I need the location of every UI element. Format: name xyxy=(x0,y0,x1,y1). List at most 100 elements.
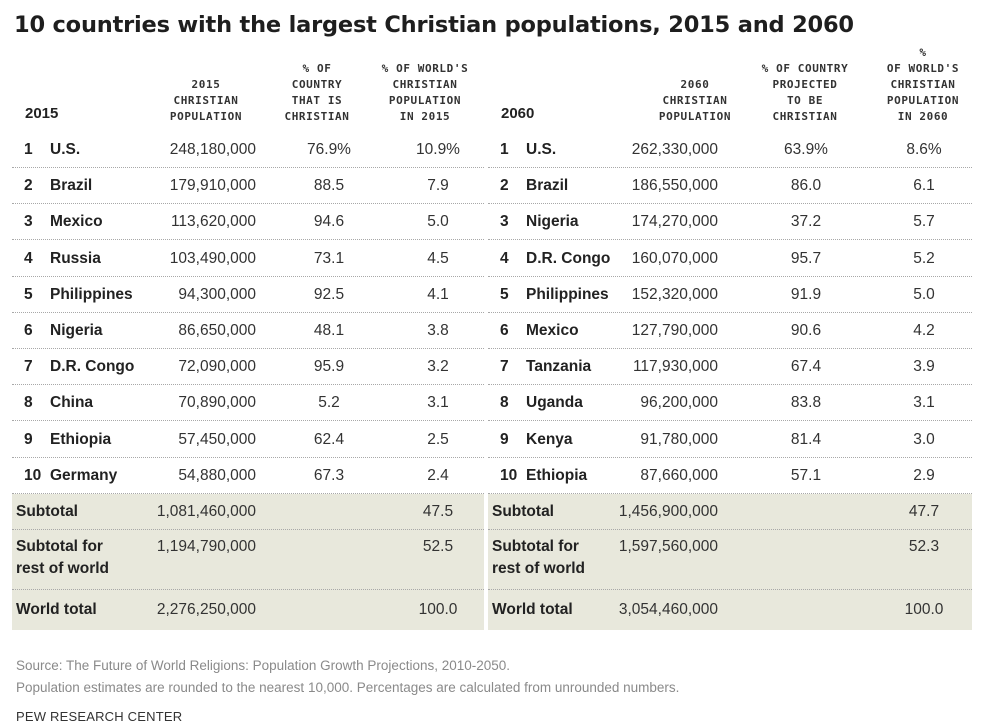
population-cell: 54,880,000 xyxy=(178,466,256,484)
pct-world-cell: 3.9 xyxy=(913,358,935,376)
table-row: 3 Nigeria 174,270,000 37.2 5.7 xyxy=(488,204,972,241)
pct-world-cell: 7.9 xyxy=(427,177,449,195)
pct-country-cell: 83.8 xyxy=(790,394,822,412)
world-total-label: World total xyxy=(492,601,573,618)
rank-number: 7 xyxy=(500,358,509,376)
population-cell: 96,200,000 xyxy=(640,394,718,412)
rank-number: 3 xyxy=(500,213,509,231)
table-row: 2 Brazil 179,910,000 88.5 7.9 xyxy=(12,168,484,205)
pct-world-cell: 5.2 xyxy=(913,249,935,267)
pct-country-cell: 73.1 xyxy=(313,249,345,267)
table-row: 8 Uganda 96,200,000 83.8 3.1 xyxy=(488,385,972,422)
table-row: 10 Ethiopia 87,660,000 57.1 2.9 xyxy=(488,458,972,494)
country-name: D.R. Congo xyxy=(526,249,611,267)
population-cell: 103,490,000 xyxy=(169,249,256,267)
country-name: Kenya xyxy=(526,430,573,448)
population-cell: 113,620,000 xyxy=(170,213,256,231)
pct-country-cell: 63.9% xyxy=(784,141,828,158)
population-cell: 248,180,000 xyxy=(169,141,256,158)
pct-world-cell: 4.5 xyxy=(427,249,449,267)
population-cell: 127,790,000 xyxy=(631,322,718,339)
table-row: 9 Ethiopia 57,450,000 62.4 2.5 xyxy=(12,422,484,458)
population-cell: 174,270,000 xyxy=(631,213,718,231)
table-row: 5 Philippines 152,320,000 91.9 5.0 xyxy=(488,277,972,313)
pct-country-cell: 76.9% xyxy=(307,141,351,158)
pct-world-cell: 3.1 xyxy=(913,394,935,412)
right-pct-country-header: % OF COUNTRY PROJECTED TO BE CHRISTIAN xyxy=(761,62,849,123)
population-cell: 179,910,000 xyxy=(169,177,256,195)
country-name: Philippines xyxy=(50,285,133,303)
subtotal-pct-world: 47.5 xyxy=(422,503,454,520)
country-name: Ethiopia xyxy=(50,430,112,448)
population-cell: 117,930,000 xyxy=(632,358,718,376)
pew-research-center-logo: PEW RESEARCH CENTER xyxy=(16,709,183,724)
subtotal-pct-world: 47.7 xyxy=(908,503,940,520)
table-row: 8 China 70,890,000 5.2 3.1 xyxy=(12,385,484,422)
table-row: 7 D.R. Congo 72,090,000 95.9 3.2 xyxy=(12,349,484,386)
country-name: Mexico xyxy=(50,213,103,231)
population-cell: 262,330,000 xyxy=(631,141,718,158)
pct-world-cell: 3.1 xyxy=(427,394,449,412)
pct-country-cell: 94.6 xyxy=(313,213,345,231)
rank-number: 9 xyxy=(500,430,509,448)
right-population-header: 2060 CHRISTIAN POPULATION xyxy=(658,78,732,123)
rank-number: 4 xyxy=(24,249,33,267)
left-year-header: 2015 xyxy=(25,105,59,122)
pct-world-cell: 5.7 xyxy=(913,213,935,231)
subtotal-row: Subtotal 1,081,460,000 47.5 xyxy=(12,494,484,530)
country-name: China xyxy=(50,394,94,412)
country-name: Ethiopia xyxy=(526,466,588,484)
world-total-population: 3,054,460,000 xyxy=(618,601,718,618)
rank-number: 1 xyxy=(500,141,509,158)
country-name: Nigeria xyxy=(50,322,103,339)
left-pct-world-header: % OF WORLD'S CHRISTIAN POPULATION IN 201… xyxy=(381,62,469,123)
pct-country-cell: 81.4 xyxy=(790,430,822,448)
left-population-header: 2015 CHRISTIAN POPULATION xyxy=(169,78,243,123)
table-row: 3 Mexico 113,620,000 94.6 5.0 xyxy=(12,204,484,241)
pct-world-cell: 2.4 xyxy=(427,466,449,484)
table-row: 4 Russia 103,490,000 73.1 4.5 xyxy=(12,241,484,277)
rank-number: 10 xyxy=(500,466,518,484)
pct-world-cell: 5.0 xyxy=(913,285,935,303)
population-cell: 94,300,000 xyxy=(178,285,256,303)
rounding-note: Population estimates are rounded to the … xyxy=(16,680,680,695)
pct-world-cell: 4.2 xyxy=(913,322,935,339)
rest-of-world-row: Subtotal for rest of world 1,194,790,000 5… xyxy=(12,530,484,590)
country-name: Germany xyxy=(50,466,118,484)
world-total-row: World total 2,276,250,000 100.0 xyxy=(12,590,484,630)
pct-world-cell: 10.9% xyxy=(416,141,460,158)
pct-country-cell: 95.9 xyxy=(313,358,345,376)
left-pct-country-header: % OF COUNTRY THAT IS CHRISTIAN xyxy=(284,62,350,123)
rank-number: 3 xyxy=(24,213,33,231)
country-name: Nigeria xyxy=(526,213,579,231)
rank-number: 6 xyxy=(24,322,33,339)
rest-of-world-label: Subtotal for rest of world xyxy=(16,538,110,577)
country-name: Philippines xyxy=(526,285,609,303)
population-cell: 72,090,000 xyxy=(178,358,256,376)
rest-of-world-pct-world: 52.3 xyxy=(908,538,940,555)
rest-of-world-population: 1,194,790,000 xyxy=(156,538,256,555)
pct-world-cell: 8.6% xyxy=(906,141,942,158)
world-total-population: 2,276,250,000 xyxy=(156,601,256,618)
country-name: Uganda xyxy=(526,394,583,412)
pct-country-cell: 92.5 xyxy=(313,285,345,303)
rest-of-world-pct-world: 52.5 xyxy=(422,538,454,555)
country-name: D.R. Congo xyxy=(50,358,135,376)
country-name: Tanzania xyxy=(526,358,592,376)
country-name: Brazil xyxy=(526,177,569,195)
page-title: 10 countries with the largest Christian … xyxy=(14,12,854,38)
population-cell: 186,550,000 xyxy=(631,177,718,195)
pct-world-cell: 3.0 xyxy=(913,430,935,448)
world-total-row: World total 3,054,460,000 100.0 xyxy=(488,590,972,630)
rank-number: 2 xyxy=(500,177,509,195)
pct-country-cell: 91.9 xyxy=(790,285,822,303)
pct-world-cell: 4.1 xyxy=(427,285,449,303)
population-cell: 91,780,000 xyxy=(640,430,718,448)
rank-number: 8 xyxy=(24,394,33,412)
pct-country-cell: 95.7 xyxy=(790,249,822,267)
country-name: Brazil xyxy=(50,177,93,195)
pct-country-cell: 5.2 xyxy=(318,394,340,412)
table-row: 5 Philippines 94,300,000 92.5 4.1 xyxy=(12,277,484,313)
subtotal-population: 1,456,900,000 xyxy=(618,503,718,520)
country-name: U.S. xyxy=(526,141,557,158)
